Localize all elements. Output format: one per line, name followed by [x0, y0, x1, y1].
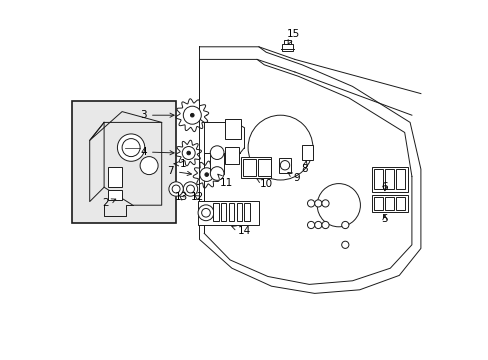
Circle shape [168, 182, 183, 196]
Bar [278, 158, 291, 173]
Circle shape [183, 106, 201, 124]
Circle shape [140, 157, 158, 175]
Circle shape [314, 221, 321, 229]
Circle shape [172, 185, 180, 193]
Bar [396, 197, 405, 210]
Circle shape [280, 161, 289, 170]
Circle shape [341, 241, 348, 248]
Circle shape [198, 205, 213, 221]
Circle shape [122, 139, 140, 157]
Text: 12: 12 [191, 192, 204, 202]
Bar [212, 203, 218, 221]
Circle shape [182, 147, 195, 159]
Text: 11: 11 [218, 174, 233, 188]
Bar [242, 159, 256, 176]
Circle shape [204, 173, 208, 176]
Bar [373, 169, 382, 189]
Bar [107, 190, 122, 200]
Bar [373, 197, 382, 210]
Bar [284, 40, 291, 44]
Text: 15: 15 [286, 29, 299, 45]
Bar [282, 44, 292, 51]
Circle shape [341, 221, 348, 229]
Circle shape [307, 221, 314, 229]
Bar [72, 101, 176, 223]
Circle shape [314, 200, 321, 207]
Circle shape [247, 115, 312, 180]
Text: 14: 14 [231, 226, 251, 236]
Bar [385, 197, 393, 210]
Text: 2: 2 [102, 198, 116, 208]
Bar [241, 157, 271, 178]
Text: 10: 10 [256, 179, 273, 189]
Bar [197, 201, 258, 225]
Circle shape [183, 182, 197, 196]
Bar [228, 203, 234, 221]
Circle shape [210, 167, 224, 180]
Text: 9: 9 [287, 172, 300, 183]
Bar [210, 153, 224, 174]
Bar [244, 203, 250, 221]
Circle shape [321, 221, 328, 229]
Circle shape [201, 208, 210, 217]
Text: 4: 4 [140, 147, 174, 157]
Circle shape [317, 184, 360, 227]
Bar [257, 159, 270, 176]
Text: 8: 8 [301, 161, 307, 174]
Bar [371, 195, 407, 212]
Text: 5: 5 [381, 214, 387, 224]
Text: 7: 7 [167, 166, 191, 176]
Bar [224, 119, 241, 139]
Bar [220, 203, 226, 221]
Circle shape [307, 200, 314, 207]
Bar [371, 167, 407, 192]
Bar [107, 167, 122, 187]
Bar [236, 203, 242, 221]
Circle shape [186, 151, 190, 155]
Circle shape [200, 168, 213, 181]
Bar [385, 169, 393, 189]
Bar [396, 169, 405, 189]
Text: 13: 13 [175, 192, 188, 202]
Text: 6: 6 [381, 182, 387, 192]
Circle shape [190, 113, 194, 117]
Bar [224, 147, 239, 164]
Circle shape [186, 185, 194, 193]
Bar [302, 145, 312, 160]
Circle shape [210, 146, 224, 159]
Circle shape [321, 200, 328, 207]
Text: 1: 1 [174, 159, 186, 169]
Circle shape [117, 134, 144, 161]
Text: 3: 3 [140, 110, 174, 120]
